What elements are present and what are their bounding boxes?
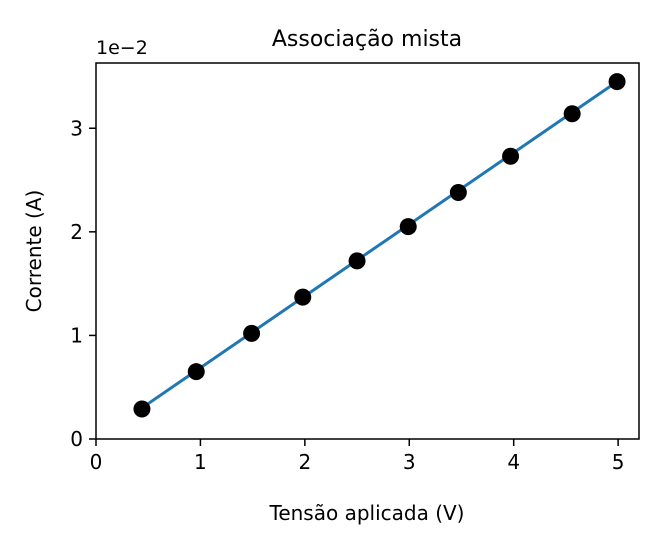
data-point — [187, 363, 205, 381]
fit-line — [141, 80, 618, 410]
y-axis-label: Corrente (A) — [22, 190, 46, 313]
y-offset-label: 1e−2 — [96, 37, 148, 59]
x-tick-label: 3 — [403, 450, 416, 474]
chart-title: Associação mista — [272, 27, 462, 52]
data-point — [563, 105, 581, 123]
data-point — [348, 252, 366, 270]
data-point — [243, 324, 261, 342]
x-tick-label: 0 — [90, 450, 103, 474]
x-axis-label: Tensão aplicada (V) — [269, 501, 465, 525]
y-tick-label: 0 — [70, 427, 83, 451]
x-tick-label: 4 — [507, 450, 520, 474]
data-point — [399, 218, 417, 236]
x-tick-label: 2 — [298, 450, 311, 474]
data-point — [294, 288, 312, 306]
x-tick-label: 1 — [194, 450, 207, 474]
data-point — [133, 400, 151, 418]
data-point — [608, 73, 626, 91]
plot-area — [133, 73, 626, 418]
x-axis-ticks: 0 1 2 3 4 5 — [90, 439, 625, 474]
plot-frame — [95, 62, 640, 440]
y-axis-ticks: 0 1 2 3 — [70, 116, 96, 451]
data-point — [449, 183, 467, 201]
y-tick-label: 3 — [70, 116, 83, 140]
y-tick-label: 1 — [70, 323, 83, 347]
y-tick-label: 2 — [70, 220, 83, 244]
x-tick-label: 5 — [612, 450, 625, 474]
data-point — [502, 147, 520, 165]
